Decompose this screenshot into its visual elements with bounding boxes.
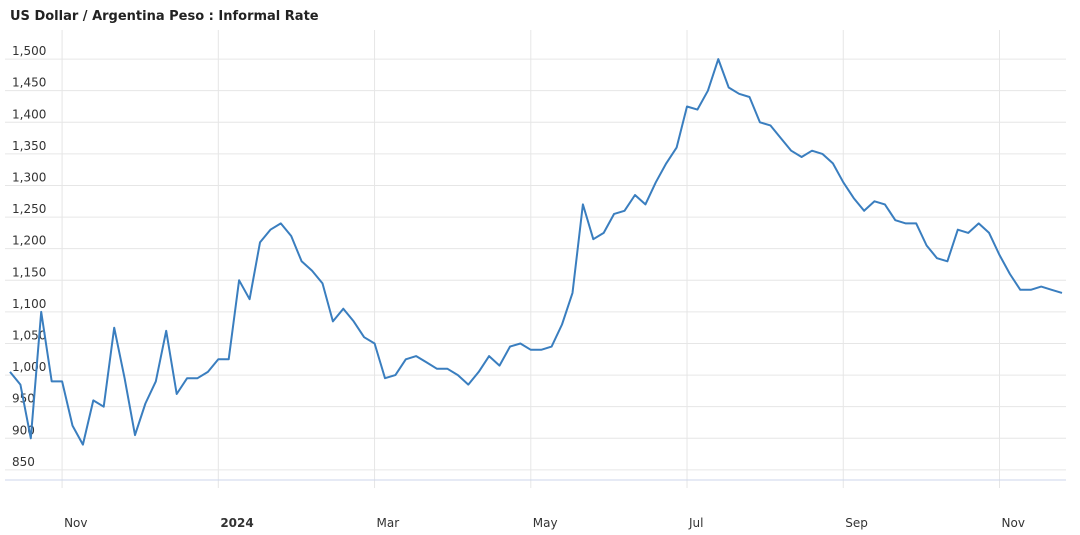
y-tick-label: 1,250 [12,202,46,216]
x-tick-label: 2024 [220,516,253,530]
chart-title: US Dollar / Argentina Peso : Informal Ra… [10,9,319,24]
y-tick-label: 1,150 [12,265,46,279]
x-tick-label: Jul [688,516,703,530]
y-tick-label: 1,000 [12,360,46,374]
y-tick-label: 1,500 [12,44,46,58]
y-tick-label: 1,400 [12,107,46,121]
y-tick-label: 1,300 [12,170,46,184]
y-tick-label: 1,200 [12,234,46,248]
x-tick-label: Mar [377,516,400,530]
x-tick-label: Nov [64,516,87,530]
y-tick-label: 1,100 [12,297,46,311]
x-tick-label: Sep [845,516,868,530]
y-tick-label: 1,350 [12,139,46,153]
x-tick-label: May [533,516,558,530]
y-tick-label: 1,050 [12,328,46,342]
y-tick-label: 850 [12,455,35,469]
y-tick-label: 1,450 [12,76,46,90]
x-tick-label: Nov [1002,516,1025,530]
data-line [9,58,1063,446]
